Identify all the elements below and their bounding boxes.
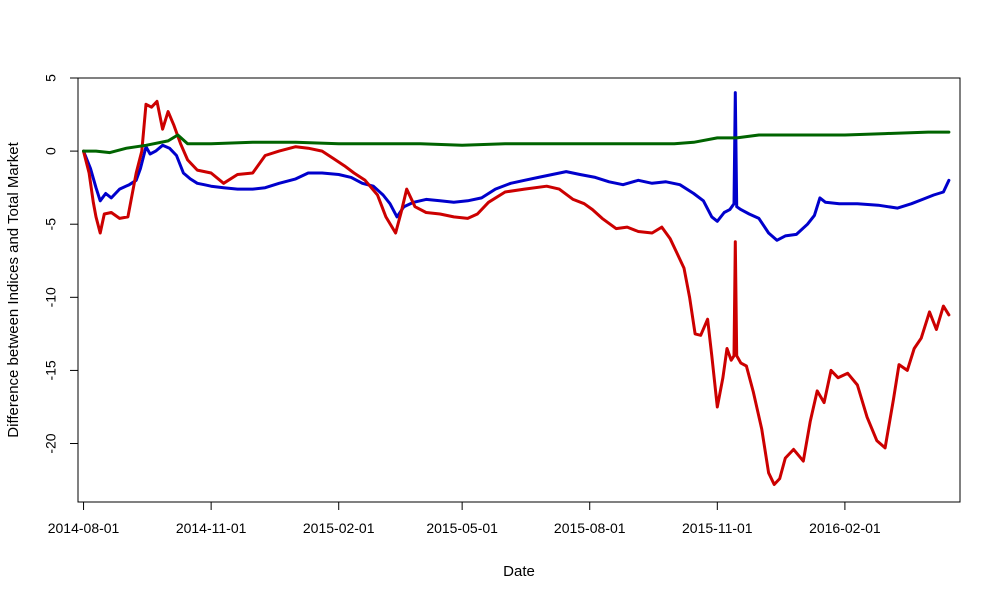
y-axis: 5 0 -5 -10 -15 -20 (43, 74, 79, 454)
x-tick-label: 2016-02-01 (809, 520, 881, 536)
plot-area-frame (77, 77, 961, 503)
y-tick-label: -10 (43, 287, 59, 307)
x-axis-title: Date (503, 563, 535, 580)
x-tick-label: 2014-08-01 (48, 520, 120, 536)
series-line-blue (82, 91, 951, 242)
x-tick-label: 2015-05-01 (426, 520, 498, 536)
y-axis-title: Difference between Indices and Total Mar… (5, 141, 22, 437)
x-tick-label: 2015-02-01 (303, 520, 375, 536)
y-tick-label: -15 (43, 360, 59, 380)
series-line-red (82, 99, 951, 486)
y-tick-label: -20 (43, 433, 59, 453)
series-layer (82, 91, 951, 486)
x-tick-label: 2015-11-01 (682, 520, 753, 536)
series-line-green (82, 130, 951, 155)
y-tick-label: -5 (43, 218, 59, 231)
x-tick-label: 2014-11-01 (176, 520, 247, 536)
x-tick-label: 2015-08-01 (554, 520, 626, 536)
x-axis: 2014-08-01 2014-11-01 2015-02-01 2015-05-01… (48, 501, 881, 536)
y-tick-label: 0 (43, 147, 59, 155)
y-tick-label: 5 (43, 74, 59, 82)
